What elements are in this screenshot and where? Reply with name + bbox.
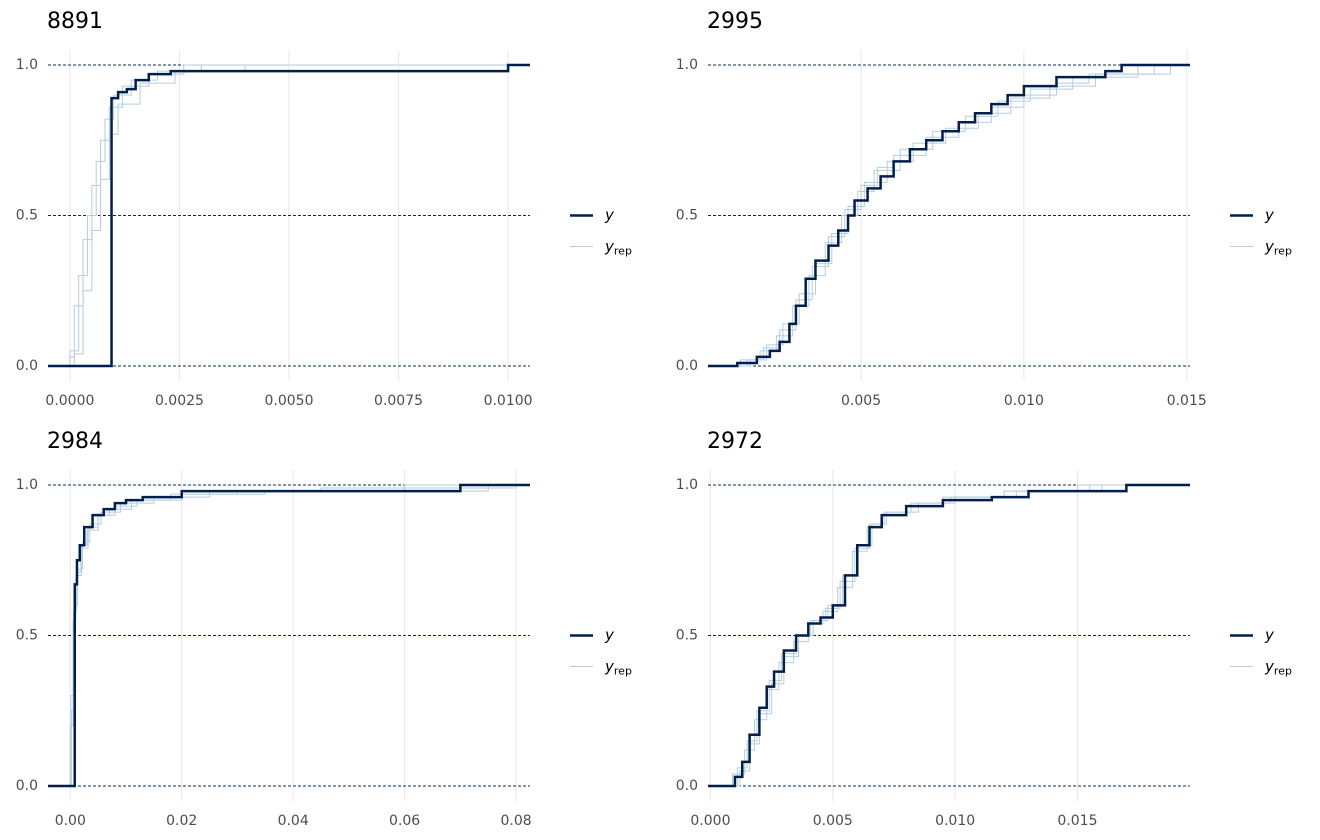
- x-tick-label: 0.00: [55, 813, 86, 829]
- replicate-ecdf: [708, 64, 1190, 367]
- replicate-ecdf: [48, 64, 530, 367]
- y-tick-label: 0.0: [16, 778, 38, 794]
- replicate-ecdf: [708, 64, 1190, 367]
- x-tick-label: 0.005: [813, 813, 853, 829]
- x-tick-label: 0.010: [935, 813, 975, 829]
- x-tick-label: 0.08: [500, 813, 531, 829]
- y-tick-label: 0.5: [676, 208, 698, 224]
- observed-ecdf: [708, 63, 1190, 368]
- x-tick-label: 0.0100: [484, 393, 533, 409]
- x-tick-label: 0.0050: [265, 393, 314, 409]
- legend-label: yrep: [604, 657, 632, 678]
- panel-title: 2972: [707, 429, 763, 454]
- y-tick-label: 1.0: [16, 57, 38, 73]
- y-tick-label: 0.5: [676, 628, 698, 644]
- panel-title: 8891: [47, 9, 103, 34]
- panel-title: 2995: [707, 9, 763, 34]
- replicate-ecdf: [708, 64, 1190, 367]
- y-tick-label: 0.0: [676, 778, 698, 794]
- observed-ecdf: [708, 483, 1190, 788]
- x-tick-label: 0.010: [1004, 393, 1044, 409]
- y-tick-label: 1.0: [16, 477, 38, 493]
- x-tick-label: 0.02: [166, 813, 197, 829]
- x-tick-label: 0.04: [278, 813, 309, 829]
- y-tick-label: 1.0: [676, 477, 698, 493]
- legend-label: yrep: [1264, 657, 1292, 678]
- x-tick-label: 0.0000: [45, 393, 94, 409]
- x-tick-label: 0.015: [1167, 393, 1207, 409]
- x-tick-label: 0.015: [1057, 813, 1097, 829]
- legend-label: y: [1264, 626, 1275, 644]
- observed-ecdf: [48, 63, 530, 368]
- legend-label: yrep: [1264, 237, 1292, 258]
- x-tick-label: 0.06: [389, 813, 420, 829]
- x-tick-label: 0.005: [841, 393, 881, 409]
- legend-label: yrep: [604, 237, 632, 258]
- y-tick-label: 0.0: [16, 358, 38, 374]
- x-tick-label: 0.0025: [155, 393, 204, 409]
- y-tick-label: 0.0: [676, 358, 698, 374]
- x-tick-label: 0.0075: [374, 393, 423, 409]
- y-tick-label: 0.5: [16, 628, 38, 644]
- y-tick-label: 1.0: [676, 57, 698, 73]
- y-tick-label: 0.5: [16, 208, 38, 224]
- x-tick-label: 0.000: [690, 813, 730, 829]
- legend-label: y: [604, 626, 615, 644]
- legend-label: y: [604, 206, 615, 224]
- panel-title: 2984: [47, 429, 103, 454]
- legend-label: y: [1264, 206, 1275, 224]
- observed-ecdf: [48, 483, 530, 788]
